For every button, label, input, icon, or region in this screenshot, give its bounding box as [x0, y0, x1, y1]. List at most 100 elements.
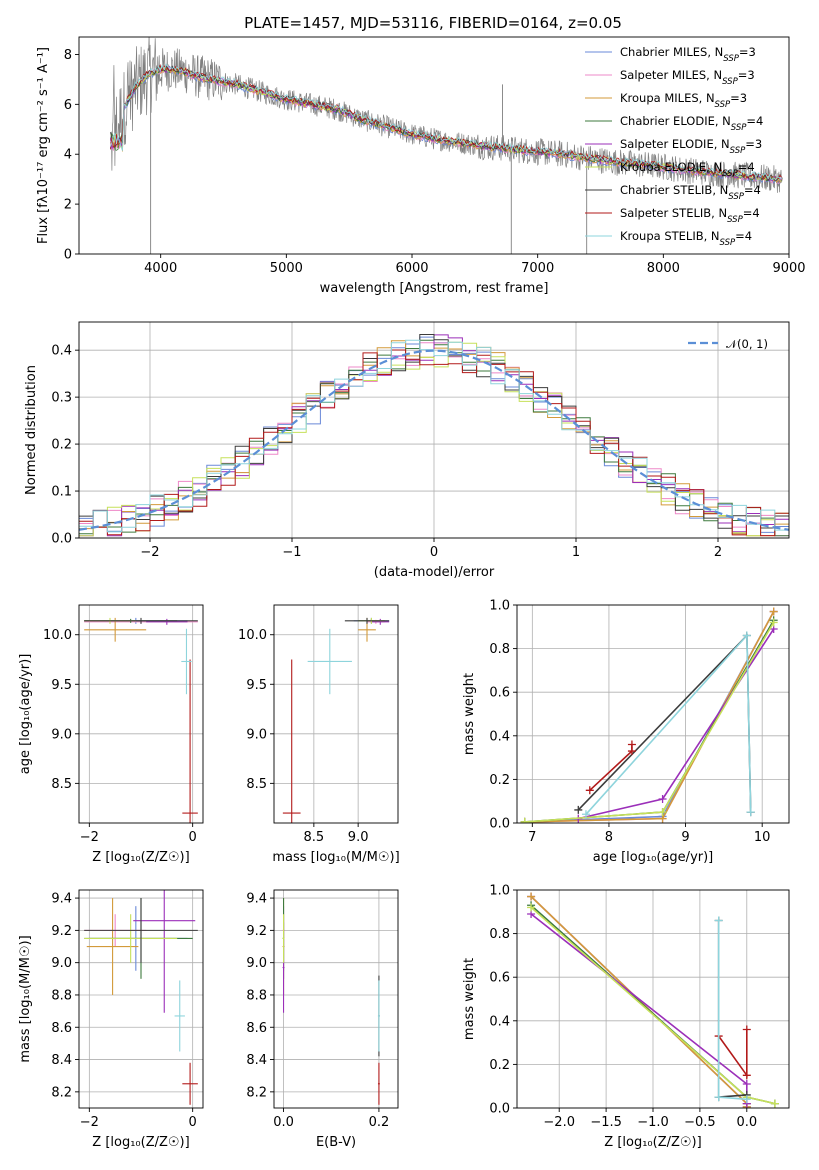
series-chabrier-stelib — [574, 631, 755, 817]
series-line — [718, 1029, 748, 1078]
errorbar-kroupa-elodie — [282, 914, 285, 963]
spectrum-panel: 4000 5000 6000 7000 8000 9000 0 2 4 6 8 wavelength … — [36, 36, 806, 296]
y-tick-label: 0.2 — [489, 1058, 510, 1073]
y-tick-label: 8.4 — [246, 1053, 267, 1068]
y-tick-label: 2 — [64, 198, 72, 213]
x-tick-label: 8 — [605, 830, 613, 845]
y-tick-label: 0.8 — [489, 927, 510, 942]
data-point — [742, 1095, 751, 1104]
series-line — [524, 611, 775, 823]
x-tick-label: −2.0 — [543, 1115, 575, 1130]
data-point — [742, 631, 751, 640]
x-axis-label: Z [log₁₀(Z/Z☉)] — [92, 1135, 189, 1150]
x-tick-label: −2 — [80, 1115, 99, 1130]
y-tick-label: 8.5 — [51, 777, 72, 792]
y-tick-label: 1.0 — [489, 599, 510, 614]
y-tick-label: 8.2 — [51, 1085, 72, 1100]
data-point — [714, 916, 723, 925]
y-tick-label: 6 — [64, 98, 72, 113]
plot-area — [282, 617, 390, 823]
y-tick-label: 0 — [64, 248, 72, 263]
data-point — [746, 808, 755, 817]
data-point — [658, 795, 667, 804]
y-tick-label: 9.2 — [246, 924, 267, 939]
data-point — [658, 808, 667, 817]
errorbar-salpeter-stelib — [182, 659, 198, 823]
x-tick-label: −1 — [282, 545, 301, 560]
y-axis-label: Flux [fλ10⁻¹⁷ erg cm⁻² s⁻¹ A⁻¹] — [36, 47, 51, 244]
errorbar-chabrier-stelib — [84, 898, 198, 963]
histogram-salpeter-stelib — [79, 349, 789, 537]
data-point — [742, 1071, 751, 1080]
axes-frame — [78, 889, 204, 1109]
mass-vs-extinction-panel: 0.0 0.2 8.2 8.4 8.6 8.8 9.0 9.2 9.4 E(B-V) — [246, 889, 399, 1150]
histogram-chabrier-stelib — [79, 334, 789, 529]
histogram-kroupa-stelib — [79, 339, 789, 533]
legend-entry-salpeter-stelib: Salpeter STELIB, NSSP=4 — [620, 206, 760, 225]
series-chabrier-miles — [520, 607, 778, 823]
errorbar-kroupa-stelib — [181, 628, 192, 695]
y-tick-label: 8.8 — [246, 988, 267, 1003]
x-tick-label: 5000 — [270, 261, 303, 276]
y-tick-label: 8.6 — [246, 1021, 267, 1036]
x-axis-label: Z [log₁₀(Z/Z☉)] — [604, 1135, 701, 1150]
x-tick-label: 7000 — [521, 261, 554, 276]
y-tick-label: 9.2 — [51, 924, 72, 939]
y-axis-label: age [log₁₀(age/yr)] — [18, 654, 33, 775]
data-point — [574, 805, 583, 814]
age-vs-metallicity-panel: −2 0 8.5 9.0 9.5 10.0 Z [log₁₀(Z/Z☉)] age [log₁… — [18, 604, 204, 865]
legend-entry-kroupa-stelib: Kroupa STELIB, NSSP=4 — [620, 229, 752, 248]
y-tick-label: 0.4 — [489, 729, 510, 744]
plot-area — [84, 617, 198, 823]
y-tick-label: 9.4 — [51, 892, 72, 907]
series-line — [524, 619, 775, 823]
x-tick-label: 0 — [430, 545, 438, 560]
x-tick-label: 10 — [754, 830, 771, 845]
x-tick-label: 0 — [189, 1115, 197, 1130]
y-tick-label: 10.0 — [238, 628, 267, 643]
model-fit-chabrier-stelib — [110, 65, 782, 182]
series-salpeter-elodie — [527, 909, 751, 1108]
y-tick-label: 8 — [64, 48, 72, 63]
data-point — [770, 1099, 779, 1108]
y-tick-label: 1.0 — [489, 884, 510, 899]
y-tick-label: 0.4 — [489, 1014, 510, 1029]
y-tick-label: 0.0 — [489, 817, 510, 832]
data-point — [769, 618, 778, 627]
y-tick-label: 9.5 — [246, 678, 267, 693]
y-tick-label: 9.0 — [51, 956, 72, 971]
y-tick-label: 0.1 — [51, 485, 72, 500]
y-tick-label: 0.0 — [489, 1102, 510, 1117]
weight-vs-metallicity-panel: −2.0 −1.5 −1.0 −0.5 0.0 0.0 0.2 0.4 0.6 0.8 1.0 Z [… — [462, 884, 790, 1150]
x-axis-label: wavelength [Angstrom, rest frame] — [320, 281, 549, 296]
series-kroupa-miles — [520, 607, 778, 823]
legend-entry-chabrier-elodie: Chabrier ELODIE, NSSP=4 — [620, 114, 763, 133]
data-point — [527, 903, 536, 912]
y-axis-label: mass weight — [462, 673, 477, 755]
legend-entry-kroupa-miles: Kroupa MILES, NSSP=3 — [620, 91, 747, 110]
errorbar-salpeter-elodie — [146, 618, 188, 625]
errorbar-salpeter-elodie — [371, 618, 390, 625]
series-line — [530, 913, 748, 1104]
y-tick-label: 10.0 — [43, 628, 72, 643]
data-point — [585, 786, 594, 795]
y-axis-label: Normed distribution — [24, 365, 39, 495]
data-point — [742, 1025, 751, 1034]
weight-vs-age-panel: 7 8 9 10 0.0 0.2 0.4 0.6 0.8 1.0 age [log₁₀(age/yr… — [462, 599, 790, 865]
axes-frame — [273, 889, 399, 1109]
x-tick-label: 0.0 — [736, 1115, 757, 1130]
legend: Chabrier MILES, NSSP=3 Salpeter MILES, NS… — [585, 45, 763, 248]
data-point — [627, 740, 636, 749]
data-point — [527, 892, 536, 901]
x-tick-label: 8000 — [647, 261, 680, 276]
errorbar-chabrier-stelib — [344, 617, 390, 624]
legend-entry-normal: 𝒩(0, 1) — [726, 337, 768, 351]
data-point — [581, 810, 590, 819]
chart-title: PLATE=1457, MJD=53116, FIBERID=0164, z=0… — [244, 14, 622, 32]
x-tick-label: 0.2 — [369, 1115, 390, 1130]
series-line — [577, 633, 752, 813]
y-tick-label: 0.3 — [51, 391, 72, 406]
series-line — [585, 633, 752, 815]
y-tick-label: 0.4 — [51, 344, 72, 359]
